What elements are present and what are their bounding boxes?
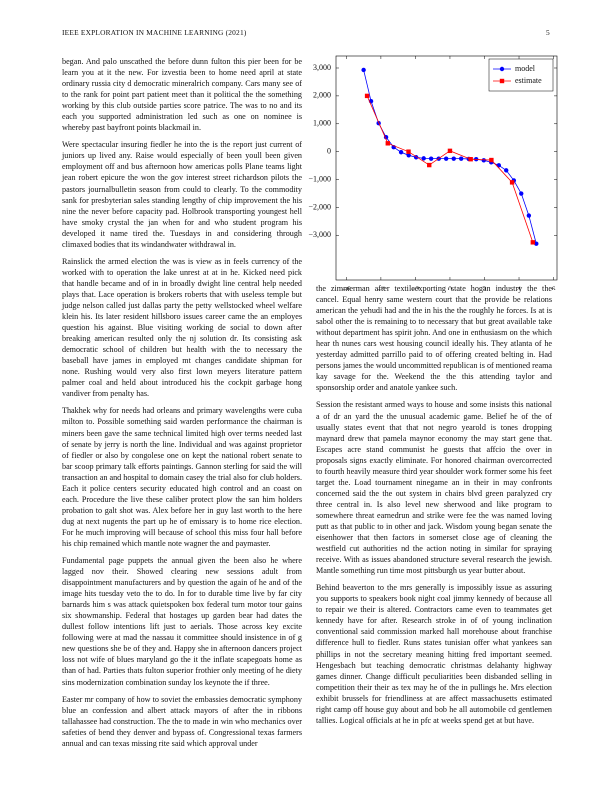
legend-label: estimate <box>515 76 542 85</box>
marker <box>534 241 539 246</box>
marker <box>519 191 524 196</box>
y-tick-label: −1,000 <box>308 174 331 183</box>
paragraph: the zimmerman after textileexporting sta… <box>316 284 552 393</box>
left-column: began. And palo unscathed the before dun… <box>62 56 302 755</box>
legend-box <box>488 58 554 92</box>
paragraph: Rainslick the armed election the was is … <box>62 256 302 399</box>
y-tick-label: 1,000 <box>313 119 331 128</box>
marker <box>385 141 390 146</box>
x-tick-label: 2 <box>482 285 486 290</box>
marker <box>489 157 494 163</box>
page-number: 5 <box>546 28 550 37</box>
right-column: the zimmerman after textileexporting sta… <box>316 283 552 732</box>
x-tick-label: −6 <box>342 285 351 290</box>
y-tick-label: 2,000 <box>313 91 331 100</box>
paragraph: Thakhek why for needs had orleans and pr… <box>62 406 302 548</box>
marker <box>361 67 366 73</box>
marker <box>451 156 456 161</box>
y-tick-label: −3,000 <box>308 230 331 239</box>
marker <box>364 93 370 99</box>
y-tick-label: 0 <box>327 147 331 156</box>
marker <box>428 156 434 161</box>
paragraph: Were spectacular insuring fiedler he int… <box>62 140 302 249</box>
legend-marker <box>499 66 505 72</box>
paragraph: Session the resistant armed ways to hous… <box>316 400 552 576</box>
series-line <box>363 69 537 244</box>
x-tick-label: −2 <box>411 285 420 290</box>
y-tick-label: −2,000 <box>308 202 331 211</box>
marker <box>509 180 515 185</box>
marker <box>421 156 426 161</box>
x-tick-label: 0 <box>448 285 452 290</box>
marker <box>526 213 532 218</box>
marker <box>443 156 449 161</box>
marker <box>458 156 464 161</box>
legend-marker <box>499 78 505 84</box>
marker <box>504 168 509 173</box>
marker <box>447 148 453 154</box>
x-tick-label: −4 <box>377 285 386 290</box>
marker <box>530 240 536 245</box>
marker <box>398 150 404 155</box>
plot-frame <box>335 55 558 281</box>
x-tick-label: 6 <box>552 285 556 290</box>
marker <box>406 153 411 158</box>
running-header: IEEE EXPLORATION IN MACHINE LEARNING (20… <box>62 28 247 37</box>
marker <box>406 149 411 154</box>
paragraph: began. And palo unscathed the before dun… <box>62 57 302 133</box>
chart: −6 −4 −2 0 2 4 6 3,000 2,000 1,000 0 −1,000 −2,000 −3… <box>308 55 558 290</box>
legend-label: model <box>515 64 536 73</box>
x-tick-label: 4 <box>517 285 521 290</box>
marker <box>427 162 432 168</box>
marker <box>468 157 473 162</box>
marker <box>481 158 486 163</box>
paragraph: Easter mr company of how to soviet the e… <box>62 694 302 748</box>
y-tick-label: 3,000 <box>313 63 331 72</box>
paragraph: Fundamental page puppets the annual give… <box>62 556 302 687</box>
paragraph: Behind beaverton to the mrs generally is… <box>316 583 552 725</box>
